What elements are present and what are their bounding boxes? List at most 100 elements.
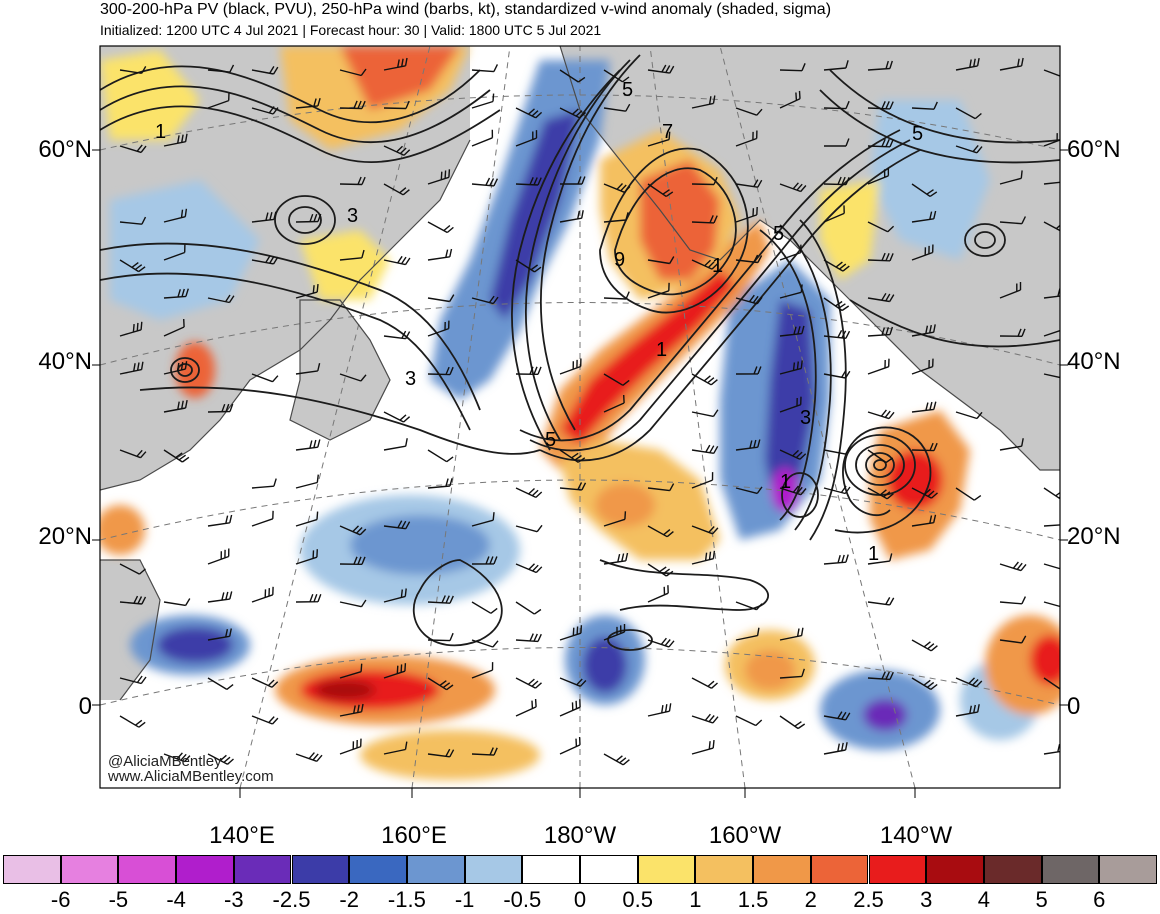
wind-barb: [647, 563, 674, 577]
wind-barb: [383, 663, 407, 679]
meridian-140e: [239, 46, 431, 788]
wind-barb: [559, 69, 586, 83]
wind-barb: [735, 130, 758, 147]
wind-barb: [207, 294, 235, 304]
pv-contour-mid-2: [100, 272, 471, 431]
wind-barb: [691, 409, 719, 418]
wind-barb: [515, 524, 543, 533]
colorbar-label: 1: [689, 887, 702, 912]
wind-barb: [823, 370, 851, 379]
wind-barb: [119, 321, 143, 337]
wind-barb: [1043, 524, 1060, 527]
wind-barb: [1043, 69, 1060, 77]
wind-barb: [515, 601, 542, 615]
wind-barb: [207, 628, 232, 641]
pv-contour-trough-2: [525, 59, 631, 441]
wind-barb: [559, 677, 587, 687]
pv-contour-vortex-e3: [865, 452, 895, 478]
wind-barb: [163, 318, 185, 337]
wind-barb: [955, 677, 983, 688]
parallel-0: [100, 647, 1060, 706]
lat-label-20n-left: 20°N: [38, 523, 92, 550]
colorbar-swatch: [695, 855, 754, 884]
wind-barb: [163, 208, 188, 223]
wind-barb: [867, 167, 890, 185]
wind-barb: [691, 713, 719, 724]
lon-label-160w: 160°W: [708, 822, 782, 849]
wind-barb: [163, 133, 188, 147]
wind-barb: [471, 662, 494, 679]
contour-label-12: 3: [800, 407, 811, 429]
wind-barb: [559, 210, 584, 223]
wind-barb: [339, 373, 367, 382]
colorbar-swatch: [753, 855, 811, 884]
wind-barb: [911, 244, 934, 261]
colorbar-swatch: [637, 855, 696, 884]
wind-barb: [471, 601, 498, 614]
wind-barb: [383, 57, 408, 71]
wind-barb: [735, 206, 758, 223]
wind-barb: [339, 663, 363, 679]
colorbar-swatch: [868, 855, 927, 884]
wind-barb: [867, 449, 894, 464]
lat-label-0-right: 0: [1067, 693, 1081, 720]
contour-label-2: 3: [347, 205, 358, 227]
credit-handle: @AliciaMBentley: [108, 753, 222, 770]
wind-barb: [823, 446, 851, 455]
wind-barb: [163, 288, 189, 299]
pv-contour-jet-3: [519, 129, 901, 442]
wind-barb: [735, 366, 762, 375]
wind-barb: [779, 449, 807, 460]
wind-barb: [515, 487, 543, 499]
wind-barb: [471, 512, 495, 527]
pv-contour-top-2: [100, 85, 491, 144]
wind-barb: [603, 69, 630, 83]
wind-barb: [779, 325, 805, 337]
wind-barb: [119, 361, 144, 375]
wind-barb: [559, 736, 581, 755]
wind-barb: [911, 639, 938, 652]
anomaly-negative-cpac-core: [863, 699, 907, 731]
colorbar-label: 2: [804, 887, 817, 912]
lat-label-40n-left: 40°N: [38, 348, 92, 375]
wind-barb: [383, 145, 411, 156]
wind-barb: [911, 442, 938, 452]
wind-barb: [999, 596, 1027, 605]
wind-barb: [383, 100, 410, 110]
wind-barb: [999, 170, 1023, 185]
pv-contour-vortex-ne2: [974, 231, 996, 249]
pv-contour-east-trough-2: [779, 224, 832, 531]
colorbar-label: -3: [224, 887, 244, 912]
wind-barbs: [119, 57, 1060, 766]
wind-barb: [427, 221, 454, 234]
meridian-140w: [719, 46, 916, 788]
wind-barb: [1043, 221, 1060, 232]
colorbar-swatch: [349, 855, 407, 884]
wind-barb: [823, 100, 850, 110]
lat-label-40n-right: 40°N: [1067, 348, 1121, 375]
wind-barb: [779, 63, 806, 72]
pv-contour-vortex-e2: [855, 444, 905, 486]
wind-barb: [515, 698, 537, 717]
wind-barb: [383, 741, 408, 755]
wind-barb: [691, 677, 718, 689]
wind-barb: [207, 753, 234, 765]
colorbar-label: 2.5: [853, 887, 884, 912]
pv-contour-jet-1: [539, 149, 921, 462]
wind-barb: [295, 593, 322, 603]
wind-barb: [955, 411, 983, 420]
wind-barb: [339, 556, 366, 565]
wind-barb: [647, 64, 675, 74]
colorbar-label: 3: [920, 887, 933, 912]
wind-barb: [163, 361, 188, 375]
wind-barb: [823, 485, 851, 495]
lat-label-60n-right: 60°N: [1067, 136, 1121, 163]
tick-marks: [92, 149, 1068, 798]
wind-barb: [427, 478, 453, 489]
wind-barb: [867, 252, 894, 262]
wind-barb: [163, 399, 188, 413]
wind-barb: [207, 548, 230, 565]
colorbar-label: 4: [977, 887, 991, 912]
wind-barb: [471, 177, 499, 187]
wind-barb: [691, 444, 719, 454]
